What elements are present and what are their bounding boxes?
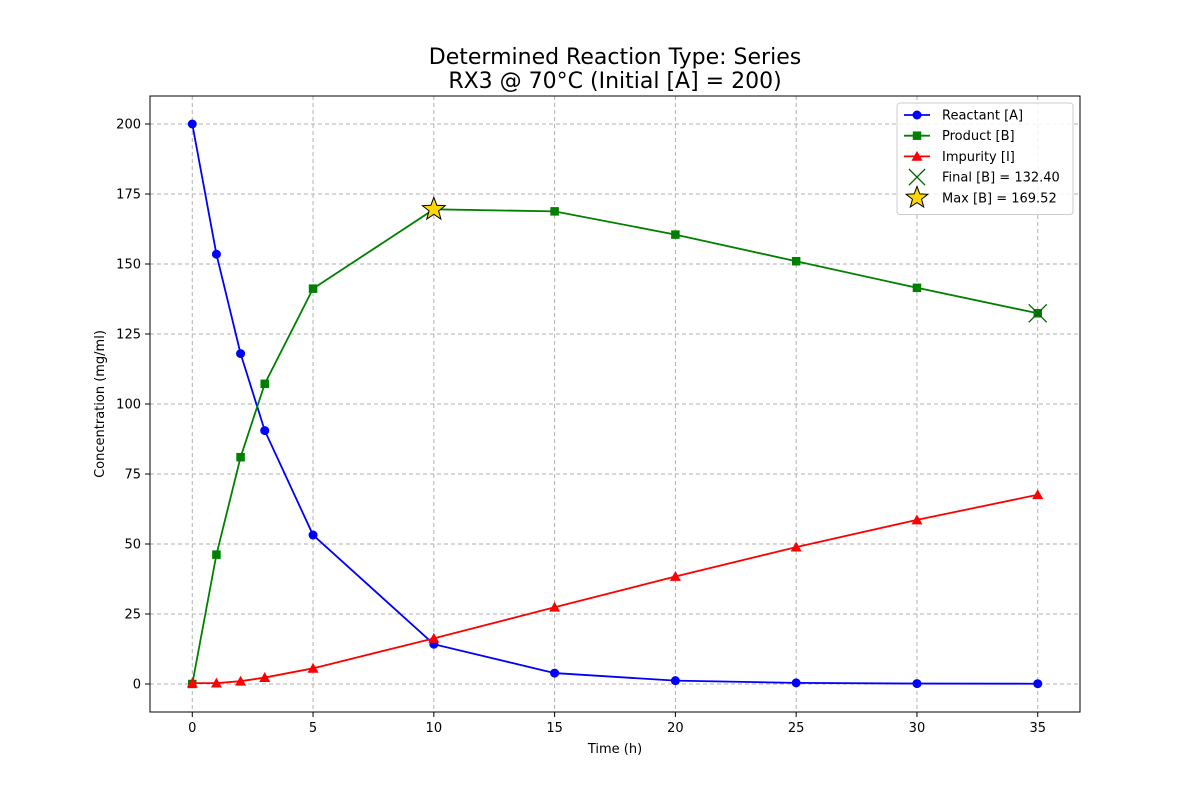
- data-point: [791, 256, 801, 266]
- legend-marker-stroke-b: [908, 168, 926, 186]
- legend-entry: Product [B]: [904, 129, 1015, 144]
- series-1: [187, 119, 1043, 689]
- legend-label: Max [B] = 169.52: [942, 191, 1057, 206]
- data-point: [670, 676, 680, 686]
- data-point: [791, 678, 801, 688]
- data-point: [669, 570, 681, 581]
- x-tick-label: 25: [788, 721, 805, 736]
- legend-label: Final [B] = 132.40: [942, 171, 1060, 186]
- data-point: [1033, 679, 1043, 689]
- data-point: [550, 207, 559, 216]
- chart-title: Determined Reaction Type: Series: [429, 45, 801, 70]
- x-tick-label: 10: [426, 721, 443, 736]
- data-point: [236, 349, 246, 359]
- data-point: [1032, 489, 1044, 500]
- legend-label: Reactant [A]: [942, 109, 1023, 124]
- data-point: [235, 675, 247, 686]
- data-point: [912, 679, 922, 689]
- data-point: [671, 230, 680, 239]
- x-tick-label: 0: [188, 721, 196, 736]
- y-tick-label: 0: [133, 678, 141, 693]
- legend: Reactant [A] Product [B] Impurity [I] Final…: [896, 102, 1074, 215]
- data-point: [911, 514, 923, 525]
- data-point: [428, 632, 440, 643]
- y-tick-label: 125: [116, 328, 141, 343]
- x-tick-label: 20: [667, 721, 684, 736]
- data-point: [212, 550, 221, 559]
- data-point: [236, 452, 245, 462]
- data-point: [186, 677, 198, 688]
- final-marker: [1028, 303, 1048, 323]
- series-line: [191, 208, 1038, 685]
- legend-marker: [912, 131, 922, 140]
- final-marker-stroke-b: [1028, 303, 1048, 323]
- legend-entry: Impurity [I]: [904, 150, 1015, 165]
- data-point: [259, 672, 271, 682]
- y-tick-label: 175: [116, 188, 141, 203]
- data-point: [912, 283, 922, 293]
- legend-entry: Max [B] = 169.52: [904, 184, 1057, 209]
- annotation-layer: [421, 195, 1048, 323]
- y-tick-label: 200: [116, 118, 141, 133]
- y-tick-label: 100: [116, 398, 141, 413]
- legend-label: Impurity [I]: [942, 150, 1015, 165]
- y-tick-label: 50: [124, 538, 141, 553]
- data-point: [211, 249, 221, 259]
- max-marker: [421, 195, 447, 221]
- data-point: [307, 662, 319, 673]
- legend-entry: Reactant [A]: [904, 109, 1023, 124]
- legend-marker: [912, 110, 922, 120]
- data-point: [549, 601, 561, 612]
- legend-label: Product [B]: [942, 129, 1015, 144]
- legend-marker: [904, 184, 930, 209]
- x-tick-label: 35: [1029, 721, 1046, 736]
- series-line: [192, 493, 1038, 685]
- data-point: [187, 119, 197, 129]
- data-point: [308, 530, 318, 540]
- data-point: [550, 668, 560, 678]
- x-tick-label: 30: [909, 721, 926, 736]
- legend-marker: [908, 168, 926, 186]
- x-tick-label: 5: [309, 721, 317, 736]
- series-2: [188, 205, 1042, 689]
- axes: 0 5 10 15 20 25 30 35 0 25 50 75 100 125 150 175 200: [116, 118, 1046, 737]
- y-tick-label: 75: [124, 468, 141, 483]
- data-point: [260, 426, 270, 436]
- legend-entry: Final [B] = 132.40: [908, 168, 1060, 186]
- y-tick-label: 25: [124, 608, 141, 623]
- legend-box: [896, 102, 1074, 215]
- data-point: [260, 379, 269, 389]
- y-tick-label: 150: [116, 258, 141, 273]
- data-point: [210, 677, 222, 688]
- x-tick-label: 15: [546, 721, 563, 736]
- data-point: [790, 541, 802, 552]
- series-3: [186, 489, 1044, 688]
- y-axis-label: Concentration (mg/ml): [93, 330, 108, 478]
- x-axis-label: Time (h): [587, 742, 642, 757]
- legend-marker: [911, 150, 923, 161]
- chart-subtitle: RX3 @ 70°C (Initial [A] = 200): [448, 69, 781, 94]
- grid-lines: [150, 96, 1080, 712]
- data-point: [308, 284, 318, 293]
